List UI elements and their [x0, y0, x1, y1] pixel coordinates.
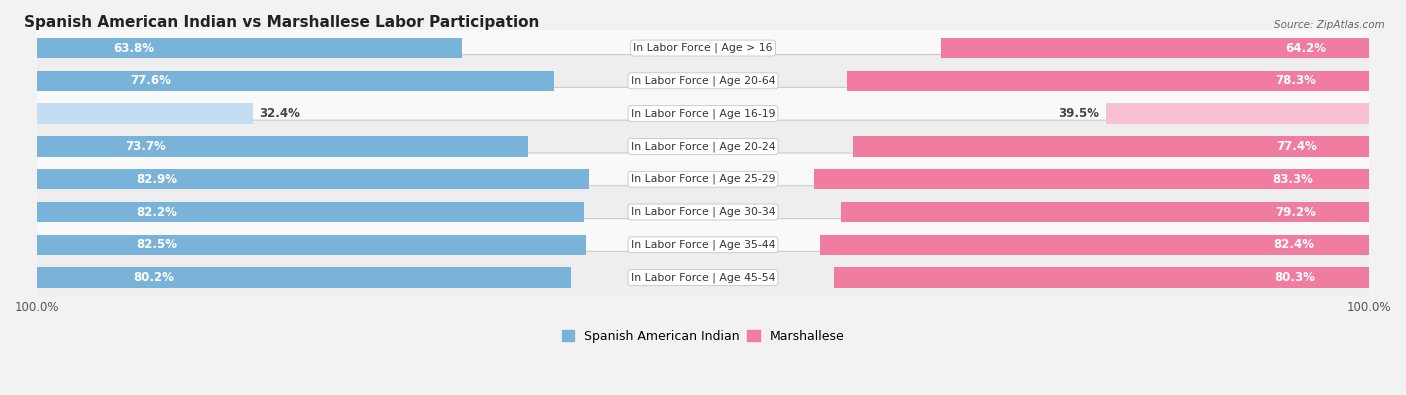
FancyBboxPatch shape: [32, 120, 1374, 173]
Text: In Labor Force | Age 35-44: In Labor Force | Age 35-44: [631, 239, 775, 250]
Bar: [37, 169, 589, 189]
Text: In Labor Force | Age 30-34: In Labor Force | Age 30-34: [631, 207, 775, 217]
Text: 82.2%: 82.2%: [136, 205, 177, 218]
Bar: [814, 169, 1369, 189]
Text: In Labor Force | Age 16-19: In Labor Force | Age 16-19: [631, 108, 775, 119]
FancyBboxPatch shape: [32, 218, 1374, 271]
Bar: [942, 38, 1369, 58]
Text: 73.7%: 73.7%: [125, 140, 166, 153]
Bar: [1105, 103, 1369, 124]
Text: 80.3%: 80.3%: [1274, 271, 1315, 284]
FancyBboxPatch shape: [32, 22, 1374, 74]
Text: Source: ZipAtlas.com: Source: ZipAtlas.com: [1274, 20, 1385, 30]
Text: 83.3%: 83.3%: [1272, 173, 1313, 186]
Text: In Labor Force | Age 20-24: In Labor Force | Age 20-24: [631, 141, 775, 152]
Text: 80.2%: 80.2%: [134, 271, 174, 284]
Bar: [37, 267, 571, 288]
Text: 82.9%: 82.9%: [136, 173, 177, 186]
FancyBboxPatch shape: [32, 186, 1374, 238]
Text: In Labor Force | Age 20-64: In Labor Force | Age 20-64: [631, 75, 775, 86]
FancyBboxPatch shape: [32, 153, 1374, 205]
Text: 32.4%: 32.4%: [260, 107, 301, 120]
Text: In Labor Force | Age > 16: In Labor Force | Age > 16: [633, 43, 773, 53]
Text: 77.4%: 77.4%: [1277, 140, 1317, 153]
Text: 77.6%: 77.6%: [131, 74, 172, 87]
FancyBboxPatch shape: [32, 55, 1374, 107]
Bar: [834, 267, 1369, 288]
Legend: Spanish American Indian, Marshallese: Spanish American Indian, Marshallese: [557, 325, 849, 348]
Text: Spanish American Indian vs Marshallese Labor Participation: Spanish American Indian vs Marshallese L…: [24, 15, 540, 30]
Text: In Labor Force | Age 45-54: In Labor Force | Age 45-54: [631, 272, 775, 283]
Text: In Labor Force | Age 25-29: In Labor Force | Age 25-29: [631, 174, 775, 184]
FancyBboxPatch shape: [32, 251, 1374, 304]
Bar: [37, 71, 554, 91]
Text: 78.3%: 78.3%: [1275, 74, 1316, 87]
Bar: [37, 38, 463, 58]
Bar: [37, 202, 585, 222]
Text: 63.8%: 63.8%: [114, 41, 155, 55]
Text: 82.5%: 82.5%: [136, 238, 177, 251]
Bar: [37, 103, 253, 124]
FancyBboxPatch shape: [32, 87, 1374, 140]
Text: 39.5%: 39.5%: [1059, 107, 1099, 120]
Text: 82.4%: 82.4%: [1272, 238, 1313, 251]
Bar: [853, 136, 1369, 156]
Bar: [37, 235, 586, 255]
Bar: [848, 71, 1369, 91]
Bar: [37, 136, 527, 156]
Bar: [841, 202, 1369, 222]
Bar: [820, 235, 1369, 255]
Text: 79.2%: 79.2%: [1275, 205, 1316, 218]
Text: 64.2%: 64.2%: [1285, 41, 1326, 55]
